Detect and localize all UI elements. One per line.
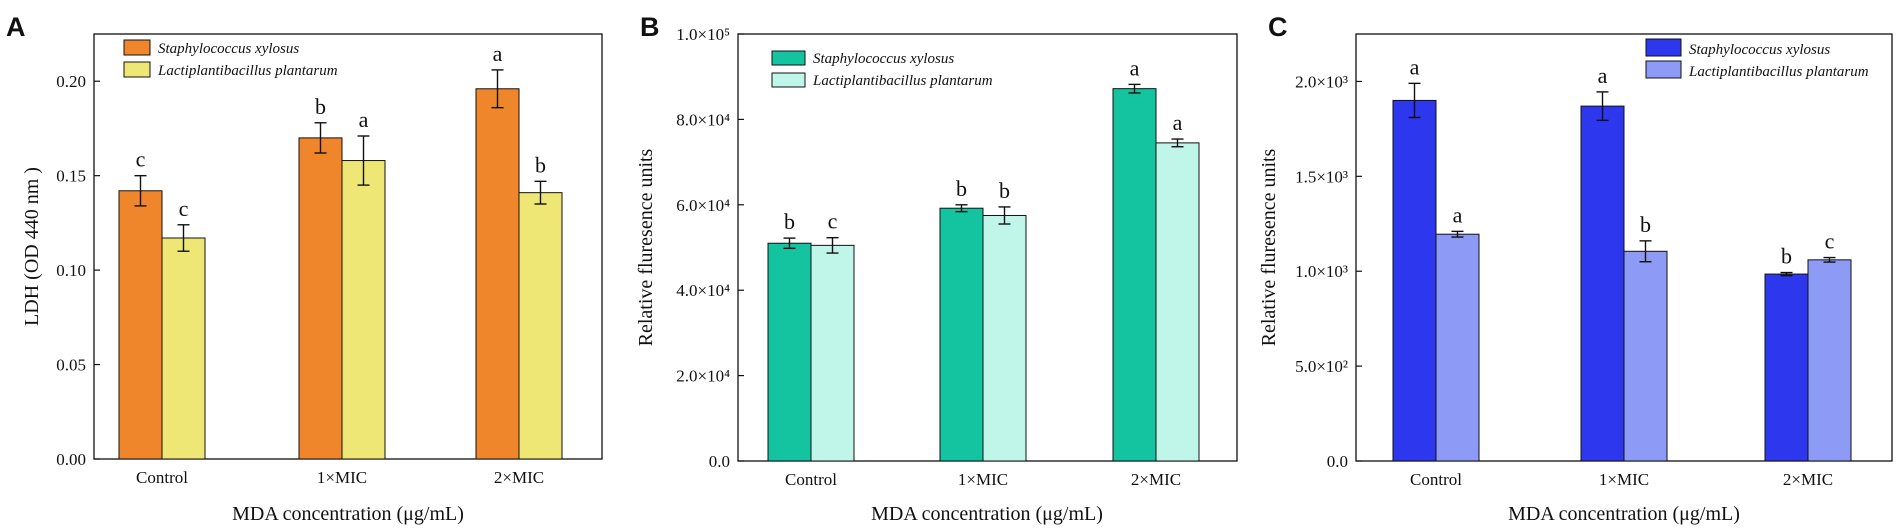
panel-b-significance-letter: b [784,209,795,234]
panel-c-y-tick-label: 1.5×10³ [1295,167,1348,186]
panel-a-legend-swatch [123,61,151,78]
panel-b-significance-letter: a [1173,110,1183,135]
panel-a-bar [161,237,206,460]
panel-c-bar [1807,259,1852,462]
panel-b-x-tick-label: Control [785,470,837,489]
panel-b-y-axis-title: Relative fluresence units [635,148,657,346]
panel-b-bar [1155,142,1200,462]
panel-c-bar [1435,233,1480,462]
panel-b-significance-letter: b [999,178,1010,203]
panel-b-bar [810,244,855,462]
panel-b-legend-label: Lactiplantibacillus plantarum [812,73,993,89]
panel-b-bar [1112,88,1157,462]
panel-c-x-tick-label: 2×MIC [1783,470,1833,489]
panel-a-legend-swatch [123,39,151,56]
panel-b-y-tick-label: 1.0×10⁵ [676,25,730,44]
panel-a-x-tick-label: Control [136,468,188,487]
panel-c-significance-letter: a [1598,63,1608,88]
panel-b-x-tick-label: 2×MIC [1131,470,1181,489]
panel-a-y-tick-label: 0.15 [56,167,86,186]
panel-c-significance-letter: b [1781,244,1792,269]
panel-c-x-tick-label: 1×MIC [1599,470,1649,489]
panel-a-x-axis-title: MDA concentration (μg/mL) [232,503,464,525]
panel-b-chart: B 0.0 2.0×10⁴ 4.0×10⁴ 6.0×10⁴ 8.0×10⁴ 1.0×10⁵… [635,12,1238,525]
panel-b-significance-letter: a [1130,55,1140,80]
panel-a-letter: A [6,12,26,42]
panel-a-bar [341,160,386,460]
panel-b-significance-letter: c [828,209,838,234]
panel-b-x-tick-label: 1×MIC [958,470,1008,489]
panel-b-bar [767,242,812,462]
panel-a-significance-letter: a [359,107,369,132]
panel-b-bar [982,214,1027,462]
panel-c-bar [1623,250,1668,462]
panel-a-significance-letter: c [136,147,146,172]
panel-a-significance-letter: a [493,41,503,66]
panel-c-significance-letter: b [1640,212,1651,237]
panel-a-legend-label: Lactiplantibacillus plantarum [157,63,338,79]
panel-c-x-axis-title: MDA concentration (μg/mL) [1508,503,1740,525]
panel-b-significance-letter: b [956,176,967,201]
panel-c-significance-letter: a [1410,54,1420,79]
panel-a-x-tick-label: 2×MIC [494,468,544,487]
panel-c-letter: C [1268,12,1288,42]
panel-c-legend-label: Lactiplantibacillus plantarum [1688,64,1869,80]
panel-b-x-axis-title: MDA concentration (μg/mL) [871,503,1103,525]
panel-c-y-tick-label: 5.0×10² [1295,357,1348,376]
panel-b-legend-swatch [771,50,806,66]
panel-b-bar [939,207,984,462]
panel-c-y-tick-label: 2.0×10³ [1295,72,1348,91]
panel-c-bar [1764,273,1809,462]
panel-c-legend-swatch [1645,38,1682,57]
panel-c-legend-label: Staphylococcus xylosus [1689,42,1830,58]
panel-a-bar [298,137,343,460]
panel-a-chart: A 0.00 0.05 0.10 0.15 0.20 Control 1×MIC 2×MIC c… [6,12,603,525]
panel-b-y-tick-label: 8.0×10⁴ [676,110,730,129]
panel-c-bar [1392,99,1437,462]
panel-a-legend-label: Staphylococcus xylosus [158,41,299,57]
panel-c-x-tick-label: Control [1410,470,1462,489]
panel-c-chart: C 0.0 5.0×10² 1.0×10³ 1.5×10³ 2.0×10³ Control… [1258,12,1893,525]
panel-c-y-axis-title: Relative fluresence units [1258,148,1280,346]
panel-a-significance-letter: b [315,94,326,119]
panel-c-y-tick-label: 0.0 [1327,452,1348,471]
panel-a-y-tick-label: 0.20 [56,72,86,91]
panel-a-bar [118,190,163,460]
panel-b-letter: B [640,12,660,42]
panel-c-y-tick-label: 1.0×10³ [1295,262,1348,281]
panel-a-y-tick-label: 0.10 [56,261,86,280]
panel-c-significance-letter: c [1825,229,1835,254]
panel-b-y-tick-label: 2.0×10⁴ [676,367,730,386]
panel-b-legend-swatch [771,72,806,88]
panel-a-y-tick-label: 0.00 [56,450,86,469]
panel-c-legend-swatch [1645,60,1682,79]
panel-a-x-tick-label: 1×MIC [317,468,367,487]
panel-a-significance-letter: b [535,152,546,177]
panel-c-significance-letter: a [1453,202,1463,227]
panel-b-y-tick-label: 4.0×10⁴ [676,281,730,300]
panel-b-legend-label: Staphylococcus xylosus [813,51,954,67]
panel-a-y-tick-label: 0.05 [56,356,86,375]
panel-c-bar [1580,105,1625,462]
panel-b-y-tick-label: 6.0×10⁴ [676,196,730,215]
panel-a-significance-letter: c [179,196,189,221]
panel-a-bar [518,192,563,460]
panel-a-y-axis-title: LDH (OD 440 nm ) [21,167,43,326]
panel-b-y-tick-label: 0.0 [709,452,730,471]
panel-a-bar [475,88,520,460]
